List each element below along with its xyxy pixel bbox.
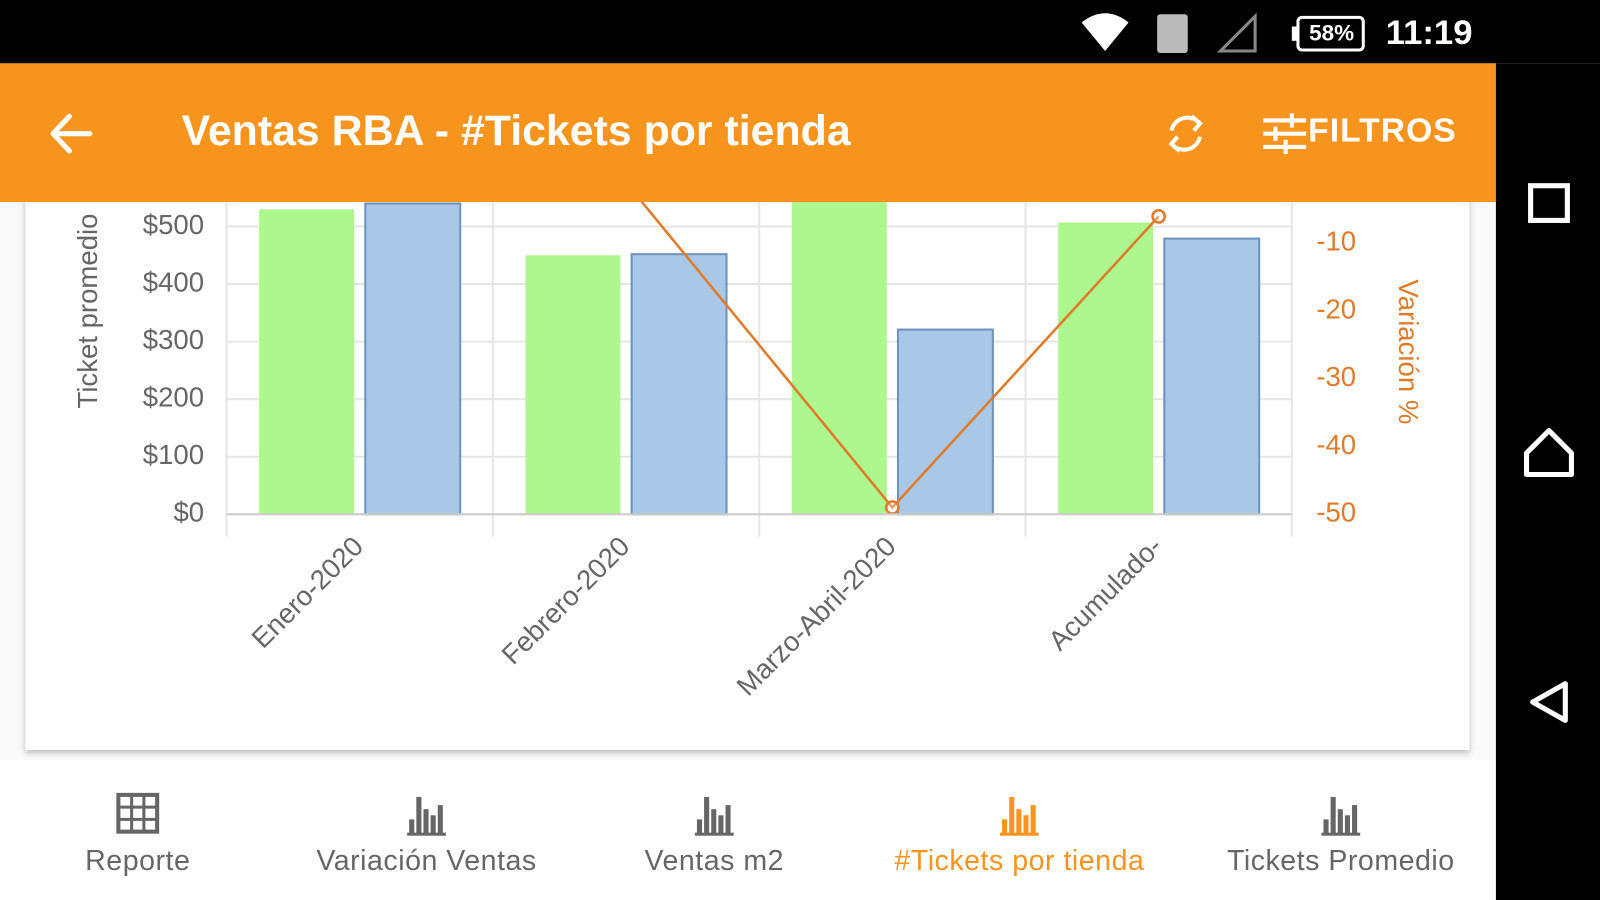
bar — [525, 255, 621, 515]
back-button[interactable] — [50, 113, 93, 154]
nav-item[interactable]: Reporte — [85, 792, 190, 877]
y2-tick-label: -50 — [1316, 497, 1356, 528]
chart-icon-bar — [423, 809, 429, 834]
back-system-button[interactable] — [1530, 681, 1568, 723]
bar — [1163, 237, 1261, 516]
chart-icon-bar — [1002, 819, 1008, 834]
wifi-icon — [1081, 13, 1129, 52]
chart-icon-bar — [430, 815, 436, 834]
y2-tick-label: -40 — [1316, 429, 1356, 460]
y-tick-label: $500 — [143, 209, 204, 240]
chart-icon-bar — [1344, 815, 1350, 834]
chart-icon-bar — [1352, 805, 1358, 834]
nav-label: Ventas m2 — [645, 845, 785, 877]
line-marker — [884, 500, 900, 515]
battery-level: 58% — [1309, 21, 1354, 46]
home-button[interactable] — [1523, 428, 1574, 478]
chart-icon-bar — [696, 819, 703, 834]
y-tick-label: $300 — [143, 324, 204, 355]
chart-icon-base — [1000, 832, 1039, 836]
filter-label: FILTROS — [1308, 113, 1457, 150]
chart-icon-bar — [1023, 815, 1029, 834]
chart-icon-bar — [711, 809, 717, 834]
bottom-nav-items: Reporte Variación Ventas Ventas m2 #Tickets… — [85, 792, 1455, 877]
nav-label: #Tickets por tienda — [894, 845, 1144, 877]
bar — [630, 253, 728, 516]
nav-label: Variación Ventas — [316, 845, 536, 877]
y2-tick-label: -10 — [1316, 226, 1356, 257]
bar — [1058, 222, 1154, 515]
y2-tick-label: -30 — [1316, 361, 1356, 392]
clock: 11:19 — [1386, 14, 1473, 52]
chart-icon-bar — [409, 819, 415, 834]
chart-icon-base — [694, 832, 734, 836]
app-title: Ventas RBA - #Tickets por tienda — [182, 107, 852, 155]
nav-item[interactable]: Variación Ventas — [316, 796, 536, 877]
system-nav — [1495, 63, 1600, 900]
nav-label: Tickets Promedio — [1227, 845, 1455, 877]
y2-tick-label: -20 — [1316, 293, 1356, 324]
chart-icon-bar — [704, 796, 710, 834]
bar — [791, 192, 887, 515]
chart-icon-bar — [718, 815, 724, 834]
y-tick-label: $400 — [143, 266, 204, 297]
chart-icon-bar — [1016, 809, 1022, 834]
refresh-button[interactable] — [1168, 114, 1203, 153]
sim-icon — [1157, 14, 1188, 54]
grid-icon — [116, 792, 160, 834]
chart-icon-base — [1321, 832, 1361, 836]
y-tick-label: $0 — [173, 497, 204, 528]
grid-icon-lines — [118, 794, 158, 832]
nav-item[interactable]: #Tickets por tienda — [894, 796, 1144, 877]
signal-icon — [1216, 12, 1257, 53]
y-axis-label: Ticket promedio — [72, 214, 103, 409]
nav-label: Reporte — [85, 845, 190, 877]
chart-icon-bar — [725, 805, 731, 834]
chart-icon-bar — [437, 805, 443, 834]
nav-item[interactable]: Ventas m2 — [645, 796, 785, 877]
line — [625, 181, 1160, 510]
y-tick-label: $100 — [143, 439, 204, 470]
bar — [364, 202, 462, 516]
chart-icon-bar — [1323, 819, 1329, 834]
chart-icon-bar — [1009, 796, 1015, 834]
filter-button[interactable]: FILTROS — [1263, 113, 1457, 155]
nav-item[interactable]: Tickets Promedio — [1227, 796, 1455, 877]
chart-icon-bar — [416, 796, 422, 834]
chart-icon-bar — [1030, 805, 1036, 834]
y-tick-label: $200 — [143, 381, 204, 412]
status-bar — [0, 0, 1600, 64]
bottom-nav — [0, 760, 1496, 900]
line-marker — [1151, 208, 1167, 224]
chart-icon-bar — [1330, 796, 1336, 834]
battery-tip — [1291, 26, 1298, 41]
recents-button[interactable] — [1528, 183, 1570, 223]
chart-icon-base — [407, 832, 446, 836]
bar — [259, 209, 355, 515]
y2-axis-label: Variación % — [1393, 279, 1424, 424]
app-bar — [0, 63, 1496, 203]
chart-icon-bar — [1337, 809, 1343, 834]
